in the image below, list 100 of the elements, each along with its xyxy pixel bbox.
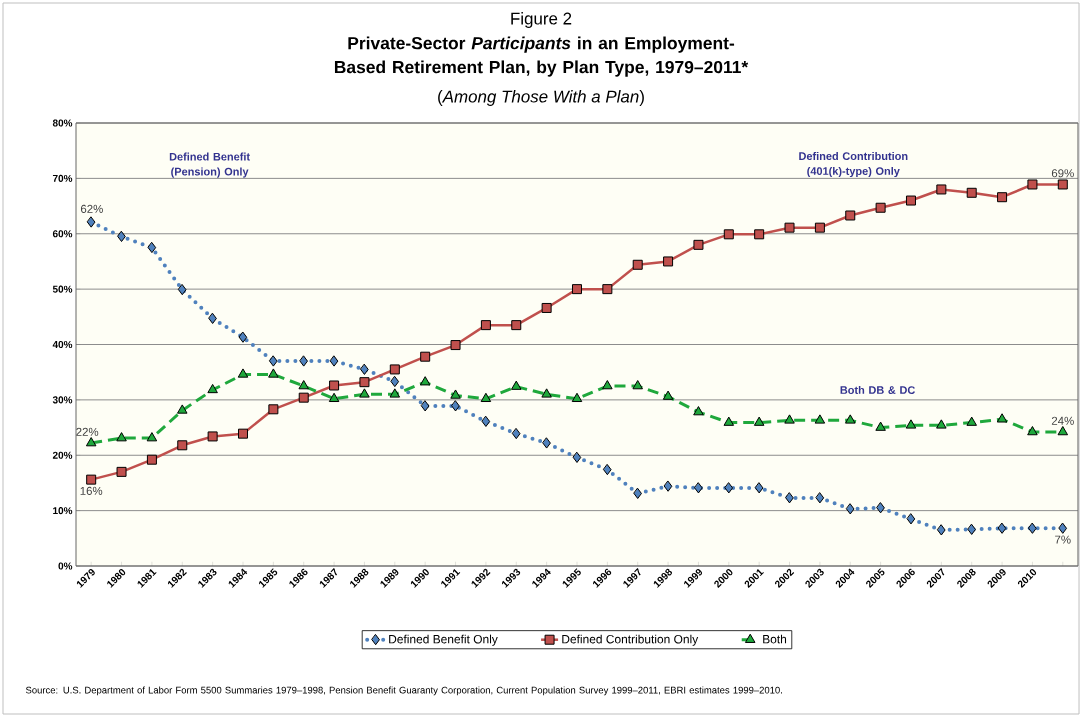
legend-label: Defined Benefit Only <box>389 634 498 646</box>
point <box>663 480 673 492</box>
point <box>238 428 248 439</box>
annotation: Both DB & DC <box>840 385 915 394</box>
point <box>208 312 217 324</box>
point <box>117 231 126 243</box>
y-tick-label: 50% <box>52 285 73 293</box>
point <box>846 503 855 515</box>
point <box>632 380 643 390</box>
point <box>146 454 157 465</box>
point <box>937 524 946 536</box>
point <box>754 229 765 240</box>
point <box>238 331 248 343</box>
point <box>480 392 492 403</box>
point <box>511 320 522 331</box>
point <box>905 195 916 206</box>
point <box>359 377 370 388</box>
chart-subtitle: Private-Sector Participants in an Employment-Based Retirement Plan, by Plan Type, 1979–2011* <box>334 36 749 77</box>
y-tick-label: 30% <box>52 396 73 404</box>
point <box>419 376 431 386</box>
point <box>1027 179 1038 190</box>
point <box>814 222 825 233</box>
point <box>693 239 704 250</box>
point <box>844 414 856 424</box>
point <box>571 284 582 295</box>
point <box>814 414 826 424</box>
point <box>785 492 794 504</box>
y-tick-label: 40% <box>52 340 73 349</box>
point <box>936 419 947 429</box>
point <box>905 419 917 429</box>
point <box>1058 522 1068 534</box>
point <box>116 432 127 442</box>
point <box>571 392 583 403</box>
point <box>876 502 885 514</box>
annotation: 16% <box>80 486 103 495</box>
point <box>632 259 643 270</box>
y-tick-label: 60% <box>52 230 73 238</box>
point <box>906 513 916 525</box>
point <box>178 284 187 296</box>
point <box>329 380 340 391</box>
point <box>724 482 734 494</box>
point <box>723 229 734 240</box>
point <box>268 368 279 378</box>
point <box>663 256 674 267</box>
point <box>328 392 340 403</box>
point <box>603 464 612 476</box>
source-note: Source: U.S. Department of Labor Form 5500 Summaries 1979–1998, Pension Benefit Guaranty Corporation, Current Population Survey 1999–2011, EBRI estimates 1999–2010. <box>25 686 782 696</box>
point <box>420 351 431 362</box>
point <box>694 482 703 494</box>
point <box>845 210 856 221</box>
point <box>572 451 582 463</box>
point <box>633 487 642 499</box>
point <box>207 431 218 442</box>
legend-label: Both <box>763 634 787 644</box>
annotation: 69% <box>1051 169 1074 178</box>
point <box>147 242 157 254</box>
point <box>390 376 400 388</box>
point <box>1027 426 1038 436</box>
point <box>299 355 308 367</box>
point <box>360 363 369 375</box>
point <box>784 414 795 424</box>
point <box>389 364 400 375</box>
point <box>359 388 370 398</box>
y-tick-label: 0% <box>58 562 73 570</box>
point <box>420 400 430 412</box>
point <box>1057 179 1068 190</box>
point <box>966 416 977 426</box>
point <box>967 523 976 535</box>
point <box>1057 426 1069 436</box>
point <box>996 413 1008 423</box>
point <box>1028 522 1037 534</box>
point <box>997 192 1008 203</box>
point <box>512 428 521 440</box>
point <box>86 216 96 228</box>
point <box>753 416 765 426</box>
point <box>329 355 339 367</box>
chart-title: Figure 2 <box>511 12 572 28</box>
point <box>177 440 188 451</box>
point <box>815 492 825 504</box>
point <box>450 340 461 351</box>
point <box>875 202 886 213</box>
annotation: 62% <box>80 204 103 213</box>
point <box>86 474 97 485</box>
annotation: 24% <box>1051 416 1074 425</box>
point <box>723 416 735 426</box>
annotation: Defined Contribution (401(k)-type) Only <box>799 151 908 178</box>
text: (Among Those With a Plan) <box>438 90 644 106</box>
point <box>450 389 461 399</box>
legend-label: Defined Contribution Only <box>562 634 699 646</box>
point <box>146 432 158 442</box>
point <box>268 404 279 415</box>
point <box>541 388 552 398</box>
point <box>389 388 401 398</box>
point <box>298 392 309 403</box>
point <box>481 415 491 427</box>
point <box>542 437 551 449</box>
point <box>662 390 674 400</box>
annotation: 22% <box>76 427 99 436</box>
point <box>966 187 977 198</box>
point <box>85 437 97 447</box>
